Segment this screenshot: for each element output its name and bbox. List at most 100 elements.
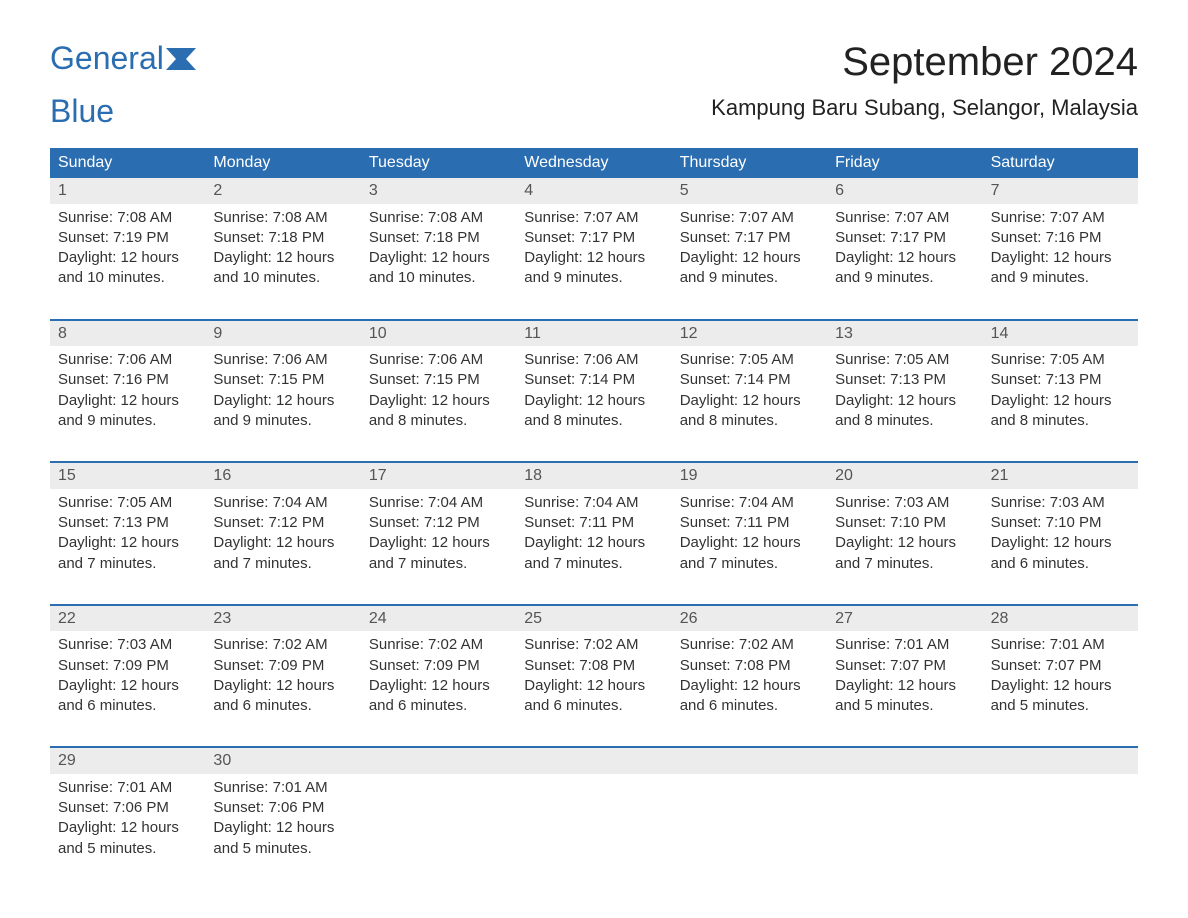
day-line-sr: Sunrise: 7:01 AM [991, 635, 1130, 655]
day-number: 28 [983, 606, 1138, 632]
day-line-ss: Sunset: 7:17 PM [524, 228, 663, 248]
day-line-d2: and 10 minutes. [369, 268, 508, 288]
week-row: 8Sunrise: 7:06 AMSunset: 7:16 PMDaylight… [50, 319, 1138, 440]
day-line-ss: Sunset: 7:14 PM [524, 370, 663, 390]
day-number: 9 [205, 321, 360, 347]
day-line-d2: and 6 minutes. [58, 696, 197, 716]
day-line-d1: Daylight: 12 hours [213, 248, 352, 268]
day-line-ss: Sunset: 7:15 PM [369, 370, 508, 390]
day-number: 4 [516, 178, 671, 204]
day-line-d2: and 6 minutes. [524, 696, 663, 716]
day-number: 25 [516, 606, 671, 632]
day-number: 7 [983, 178, 1138, 204]
day-line-ss: Sunset: 7:17 PM [835, 228, 974, 248]
day-line-ss: Sunset: 7:08 PM [524, 656, 663, 676]
day-line-sr: Sunrise: 7:05 AM [835, 350, 974, 370]
day-line-d1: Daylight: 12 hours [58, 391, 197, 411]
day-number: 29 [50, 748, 205, 774]
day-line-ss: Sunset: 7:13 PM [991, 370, 1130, 390]
day-line-d2: and 7 minutes. [213, 554, 352, 574]
day-line-d2: and 5 minutes. [213, 839, 352, 859]
day-text: Sunrise: 7:07 AMSunset: 7:17 PMDaylight:… [680, 208, 819, 289]
day-cell: 12Sunrise: 7:05 AMSunset: 7:14 PMDayligh… [672, 321, 827, 440]
day-line-d1: Daylight: 12 hours [58, 676, 197, 696]
weekday-monday: Monday [205, 148, 360, 178]
day-cell: 13Sunrise: 7:05 AMSunset: 7:13 PMDayligh… [827, 321, 982, 440]
day-text: Sunrise: 7:06 AMSunset: 7:15 PMDaylight:… [213, 350, 352, 431]
day-line-d2: and 9 minutes. [835, 268, 974, 288]
title-block: September 2024 Kampung Baru Subang, Sela… [711, 40, 1138, 121]
day-cell: 8Sunrise: 7:06 AMSunset: 7:16 PMDaylight… [50, 321, 205, 440]
day-cell: 11Sunrise: 7:06 AMSunset: 7:14 PMDayligh… [516, 321, 671, 440]
day-cell: 26Sunrise: 7:02 AMSunset: 7:08 PMDayligh… [672, 606, 827, 725]
day-cell: 3Sunrise: 7:08 AMSunset: 7:18 PMDaylight… [361, 178, 516, 297]
day-line-sr: Sunrise: 7:02 AM [524, 635, 663, 655]
day-text: Sunrise: 7:05 AMSunset: 7:13 PMDaylight:… [991, 350, 1130, 431]
day-line-ss: Sunset: 7:12 PM [213, 513, 352, 533]
day-line-ss: Sunset: 7:09 PM [369, 656, 508, 676]
weekday-sunday: Sunday [50, 148, 205, 178]
day-line-d2: and 9 minutes. [991, 268, 1130, 288]
day-number: 24 [361, 606, 516, 632]
logo: General [50, 40, 196, 77]
day-cell: 7Sunrise: 7:07 AMSunset: 7:16 PMDaylight… [983, 178, 1138, 297]
day-cell [516, 748, 671, 867]
day-line-sr: Sunrise: 7:02 AM [369, 635, 508, 655]
day-number: 15 [50, 463, 205, 489]
day-line-ss: Sunset: 7:15 PM [213, 370, 352, 390]
day-number: 17 [361, 463, 516, 489]
day-line-d1: Daylight: 12 hours [524, 248, 663, 268]
day-cell: 10Sunrise: 7:06 AMSunset: 7:15 PMDayligh… [361, 321, 516, 440]
day-line-sr: Sunrise: 7:08 AM [58, 208, 197, 228]
day-cell: 29 Sunrise: 7:01 AMSunset: 7:06 PMDayligh… [50, 748, 205, 867]
day-line-sr: Sunrise: 7:03 AM [991, 493, 1130, 513]
day-number: 23 [205, 606, 360, 632]
week-row: 15Sunrise: 7:05 AMSunset: 7:13 PMDayligh… [50, 461, 1138, 582]
day-line-d1: Daylight: 12 hours [58, 533, 197, 553]
month-title: September 2024 [711, 40, 1138, 85]
day-line-ss: Sunset: 7:18 PM [369, 228, 508, 248]
day-text: Sunrise: 7:04 AMSunset: 7:12 PMDaylight:… [213, 493, 352, 574]
day-number: 22 [50, 606, 205, 632]
day-line-sr: Sunrise: 7:05 AM [58, 493, 197, 513]
day-number: 6 [827, 178, 982, 204]
day-cell: 28 Sunrise: 7:01 AMSunset: 7:07 PMDayligh… [983, 606, 1138, 725]
calendar: Sunday Monday Tuesday Wednesday Thursday… [50, 148, 1138, 867]
day-line-d1: Daylight: 12 hours [213, 391, 352, 411]
day-line-d1: Daylight: 12 hours [835, 533, 974, 553]
day-text: Sunrise: 7:05 AMSunset: 7:13 PMDaylight:… [835, 350, 974, 431]
day-line-ss: Sunset: 7:17 PM [680, 228, 819, 248]
day-cell: 21Sunrise: 7:03 AMSunset: 7:10 PMDayligh… [983, 463, 1138, 582]
day-line-d2: and 8 minutes. [680, 411, 819, 431]
logo-flag-icon [166, 48, 196, 70]
day-line-ss: Sunset: 7:16 PM [58, 370, 197, 390]
day-line-sr: Sunrise: 7:03 AM [58, 635, 197, 655]
day-line-ss: Sunset: 7:06 PM [213, 798, 352, 818]
week-row: 22Sunrise: 7:03 AMSunset: 7:09 PMDayligh… [50, 604, 1138, 725]
day-text: Sunrise: 7:01 AMSunset: 7:07 PMDaylight:… [991, 635, 1130, 716]
day-line-d2: and 10 minutes. [58, 268, 197, 288]
day-line-d2: and 8 minutes. [369, 411, 508, 431]
day-line-ss: Sunset: 7:09 PM [58, 656, 197, 676]
day-text: Sunrise: 7:01 AMSunset: 7:06 PMDaylight:… [58, 778, 197, 859]
day-text: Sunrise: 7:07 AMSunset: 7:17 PMDaylight:… [835, 208, 974, 289]
day-line-sr: Sunrise: 7:07 AM [835, 208, 974, 228]
day-line-sr: Sunrise: 7:04 AM [213, 493, 352, 513]
day-line-sr: Sunrise: 7:07 AM [524, 208, 663, 228]
day-text: Sunrise: 7:05 AMSunset: 7:14 PMDaylight:… [680, 350, 819, 431]
day-line-d1: Daylight: 12 hours [991, 676, 1130, 696]
day-line-d1: Daylight: 12 hours [680, 248, 819, 268]
day-number: 20 [827, 463, 982, 489]
day-line-ss: Sunset: 7:10 PM [835, 513, 974, 533]
day-text: Sunrise: 7:04 AMSunset: 7:11 PMDaylight:… [680, 493, 819, 574]
day-line-d1: Daylight: 12 hours [369, 391, 508, 411]
day-line-d1: Daylight: 12 hours [213, 676, 352, 696]
logo-text-1: General [50, 40, 164, 77]
day-line-ss: Sunset: 7:13 PM [835, 370, 974, 390]
day-number: 26 [672, 606, 827, 632]
day-line-d2: and 9 minutes. [680, 268, 819, 288]
day-line-sr: Sunrise: 7:08 AM [213, 208, 352, 228]
day-cell: 19Sunrise: 7:04 AMSunset: 7:11 PMDayligh… [672, 463, 827, 582]
week-row: 29 Sunrise: 7:01 AMSunset: 7:06 PMDayligh… [50, 746, 1138, 867]
day-line-d1: Daylight: 12 hours [58, 818, 197, 838]
